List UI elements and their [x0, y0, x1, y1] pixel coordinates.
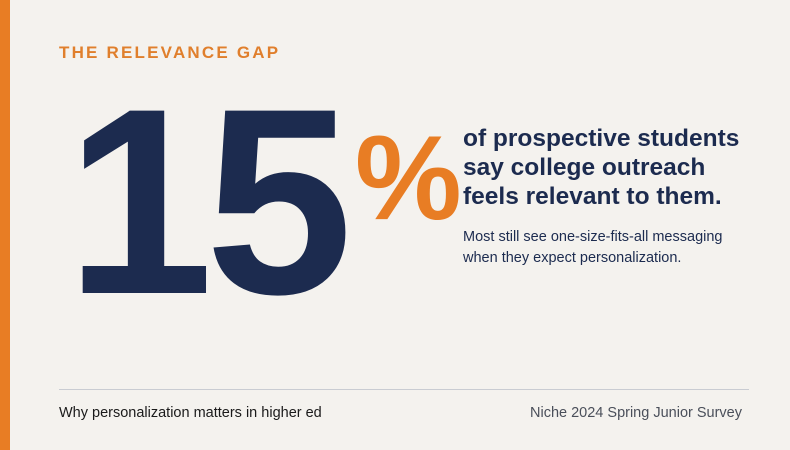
accent-bar	[0, 0, 10, 450]
headline-line: say college outreach	[463, 154, 706, 181]
footer-divider	[59, 389, 749, 390]
stat-headline: of prospective students say college outr…	[463, 124, 763, 211]
headline-line: of prospective students	[463, 125, 740, 152]
subtext-line: when they expect personalization.	[463, 249, 682, 266]
subtext-line: Most still see one-size-fits-all messagi…	[463, 229, 723, 245]
footer-source: Niche 2024 Spring Junior Survey	[530, 405, 742, 421]
stat-number: 15	[66, 54, 353, 350]
footer-tagline: Why personalization matters in higher ed	[59, 405, 322, 421]
stat-subtext: Most still see one-size-fits-all messagi…	[463, 227, 763, 268]
eyebrow-title: THE RELEVANCE GAP	[59, 43, 281, 62]
stat-percent-symbol: %	[355, 111, 462, 245]
headline-line: feels relevant to them.	[463, 183, 722, 210]
